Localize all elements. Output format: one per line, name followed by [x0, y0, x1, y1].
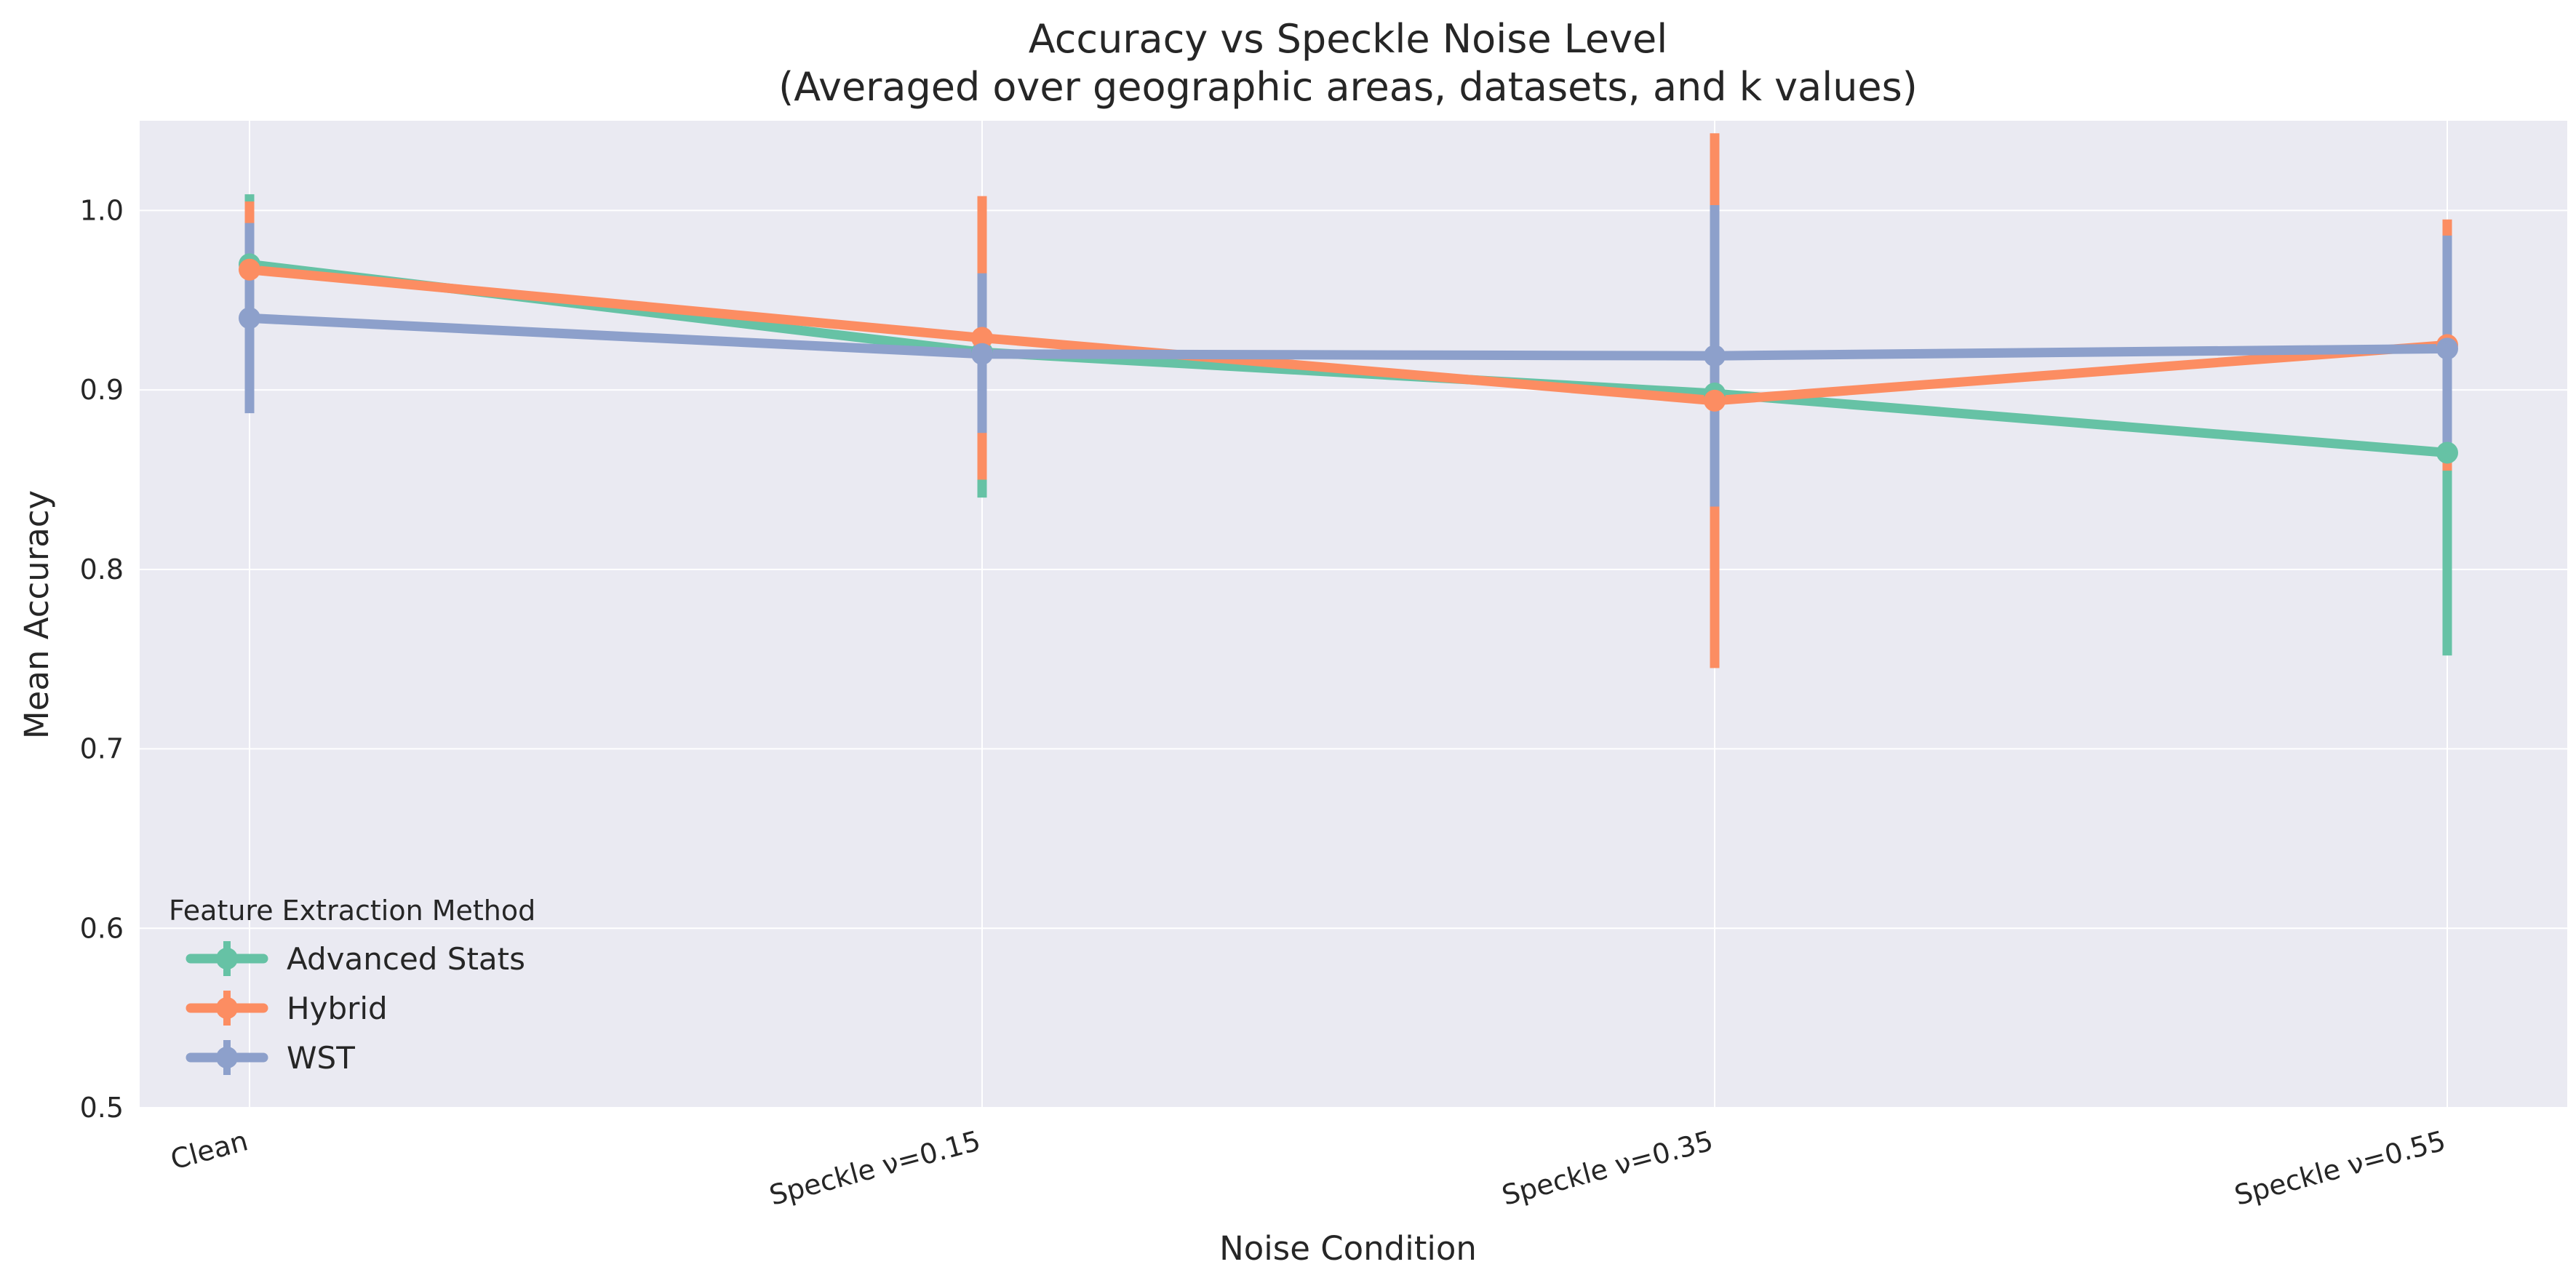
legend: Feature Extraction Method Advanced Stats H…	[169, 895, 535, 1076]
data-point	[2436, 337, 2458, 360]
series-line	[244, 265, 2452, 406]
legend-marker	[216, 1047, 238, 1068]
x-tick-label: Speckle ν=0.55	[2231, 1124, 2449, 1212]
y-axis-label: Mean Accuracy	[17, 490, 56, 739]
chart-title: Accuracy vs Speckle Noise Level	[1029, 16, 1668, 62]
y-axis: 0.5 0.6 0.7 0.8 0.9 1.0	[80, 194, 124, 1124]
legend-marker	[216, 948, 238, 970]
legend-item: WST	[186, 1040, 355, 1076]
y-tick-label: 1.0	[80, 194, 124, 226]
data-point	[1704, 389, 1726, 412]
y-tick-label: 0.7	[80, 733, 124, 765]
x-tick-label: Speckle ν=0.15	[766, 1124, 984, 1212]
data-point	[1704, 345, 1726, 367]
y-tick-label: 0.8	[80, 553, 124, 585]
legend-title: Feature Extraction Method	[169, 895, 535, 927]
legend-label: WST	[287, 1040, 355, 1076]
series-line	[244, 313, 2452, 361]
x-tick-label: Speckle ν=0.35	[1499, 1124, 1716, 1212]
x-axis: Clean Speckle ν=0.15 Speckle ν=0.35 Speckle…	[167, 1124, 2449, 1212]
data-point	[971, 327, 993, 349]
x-axis-label: Noise Condition	[1219, 1229, 1477, 1268]
data-point	[971, 343, 993, 365]
x-tick-label: Clean	[167, 1124, 252, 1175]
y-tick-label: 0.9	[80, 374, 124, 406]
legend-label: Hybrid	[287, 991, 388, 1026]
legend-label: Advanced Stats	[287, 941, 525, 977]
chart-subtitle: (Averaged over geographic areas, dataset…	[778, 64, 1918, 110]
plot-area	[140, 121, 2567, 1108]
series-group	[239, 133, 2458, 668]
legend-item: Hybrid	[186, 991, 388, 1026]
legend-marker	[216, 997, 238, 1019]
y-tick-label: 0.6	[80, 912, 124, 944]
y-tick-label: 0.5	[80, 1092, 124, 1124]
data-points	[239, 253, 2458, 464]
data-point	[2436, 441, 2458, 464]
legend-item: Advanced Stats	[186, 941, 525, 977]
data-point	[239, 258, 260, 281]
data-point	[239, 307, 260, 329]
series-lines	[244, 259, 2452, 457]
